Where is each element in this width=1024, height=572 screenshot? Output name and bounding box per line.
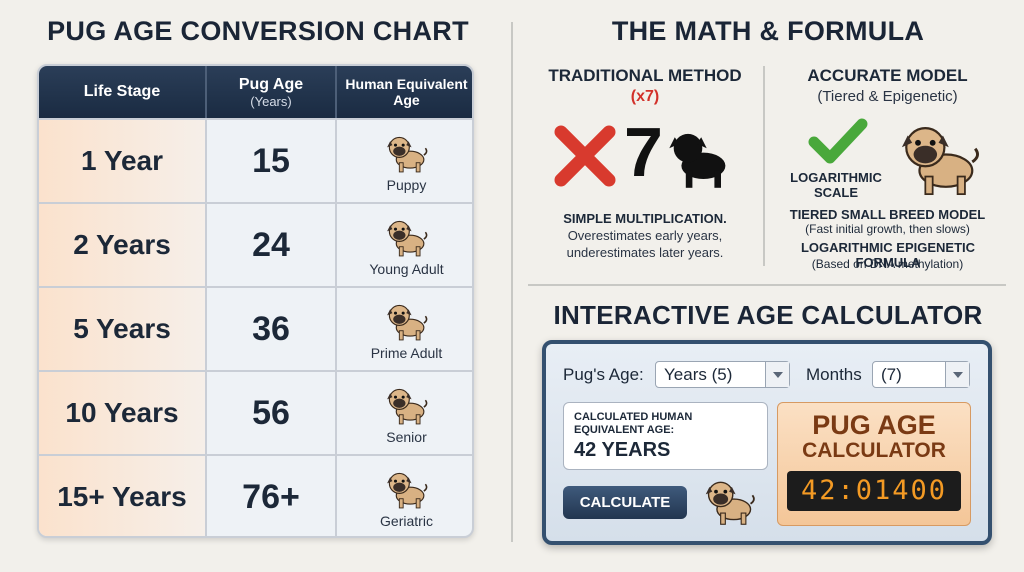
table-row: 15+ Years 76+ Geriatric: [39, 454, 472, 536]
select-text: Years (5): [664, 364, 733, 384]
brand-box: PUG AGE CALCULATOR 42:01400: [777, 402, 971, 526]
chart-title: PUG AGE CONVERSION CHART: [47, 16, 469, 46]
model-subtitle: (Tiered & Epigenetic): [817, 88, 958, 105]
x-icon: [554, 125, 616, 187]
pug-age: 2 Years: [39, 204, 205, 286]
section-title: THE MATH & FORMULA: [611, 16, 925, 46]
method-line: Overestimates early years,: [567, 228, 723, 243]
stage-cell: Puppy: [335, 120, 474, 202]
method-title: TRADITIONAL METHOD: [548, 66, 742, 85]
model-item-title: TIERED SMALL BREED MODEL: [789, 207, 986, 222]
table-row: 10 Years 56 Senior: [39, 370, 474, 454]
pug-illustration: [379, 297, 435, 343]
pug-illustration: [379, 129, 435, 175]
scale-label-line: LOGARITHMIC: [790, 170, 882, 185]
big-number: 7: [624, 113, 663, 191]
result-box: CALCULATED HUMAN EQUIVALENT AGE: 42 YEAR…: [563, 402, 768, 470]
brand-text: PUG AGE: [812, 410, 936, 440]
table-row: 5 Years 36 Prime Adult: [39, 286, 472, 370]
human-age: 24: [205, 204, 335, 286]
stage-cell: Young Adult: [335, 204, 472, 286]
scale-label-line: SCALE: [813, 185, 859, 200]
life-stage: Prime Adult: [370, 345, 443, 361]
years-select[interactable]: Years (5): [655, 361, 790, 388]
human-age: 76+: [205, 456, 335, 536]
life-stage: Senior: [386, 429, 427, 445]
human-age: 36: [205, 288, 335, 370]
check-icon: [808, 118, 868, 164]
header-unit: (Years): [250, 93, 292, 109]
header-text: Life Stage: [83, 83, 161, 100]
scale-label: LOGARITHMIC SCALE: [786, 170, 886, 200]
pug-illustration: [895, 112, 985, 200]
stage-cell: Prime Adult: [335, 288, 472, 370]
pug-age: 10 Years: [39, 372, 205, 454]
digital-display: 42:01400: [787, 471, 961, 511]
table-header: Life Stage Pug Age (Years) Human Equival…: [39, 66, 472, 118]
calculator-title: INTERACTIVE AGE CALCULATOR: [553, 300, 983, 330]
model-title: ACCURATE MODEL: [807, 66, 968, 85]
model-item-note: (Based on DNA methylation): [811, 257, 964, 271]
life-stage: Puppy: [386, 177, 427, 193]
table-row: 1 Year 15 Puppy: [39, 118, 474, 202]
header-text: Human Equivalent Age: [345, 76, 468, 108]
human-age: 56: [205, 372, 335, 454]
months-select[interactable]: (7): [872, 361, 970, 388]
stage-cell: Senior: [335, 372, 474, 454]
divider: [763, 66, 765, 266]
result-value: 42 YEARS: [574, 439, 671, 461]
select-text: (7): [881, 364, 902, 384]
header-text: Pug Age: [238, 75, 304, 93]
multiplier: (x7): [630, 88, 660, 105]
pug-illustration: [379, 213, 435, 259]
method-line: underestimates later years.: [566, 245, 724, 260]
pug-illustration: [379, 465, 435, 511]
model-item-title: LOGARITHMIC EPIGENETIC FORMULA: [800, 240, 976, 270]
human-age: 15: [205, 120, 335, 202]
pug-age: 5 Years: [39, 288, 205, 370]
table-row: 2 Years 24 Young Adult: [39, 202, 472, 286]
header-cell: Life Stage: [39, 66, 205, 118]
model-item-note: (Fast initial growth, then slows): [805, 222, 970, 236]
method-heading: SIMPLE MULTIPLICATION.: [563, 211, 727, 226]
calculate-button[interactable]: CALCULATE: [563, 486, 687, 519]
stage-cell: Geriatric: [335, 456, 472, 536]
header-cell: Human Equivalent Age: [335, 66, 472, 118]
divider: [511, 22, 513, 542]
age-label: Pug's Age:: [563, 365, 644, 384]
brand-text: CALCULATOR: [802, 439, 946, 462]
divider: [528, 284, 1006, 286]
life-stage: Geriatric: [380, 513, 433, 529]
life-stage: Young Adult: [369, 261, 444, 277]
pug-age: 1 Year: [39, 120, 205, 202]
pug-illustration: [702, 472, 758, 528]
pug-silhouette: [669, 133, 726, 188]
pug-illustration: [379, 381, 435, 427]
conversion-table: Life Stage Pug Age (Years) Human Equival…: [37, 64, 474, 538]
result-label: EQUIVALENT AGE:: [574, 424, 675, 436]
months-label: Months: [806, 365, 862, 384]
header-cell: Pug Age (Years): [205, 66, 335, 118]
result-label: CALCULATED HUMAN: [574, 411, 693, 423]
pug-age: 15+ Years: [39, 456, 205, 536]
